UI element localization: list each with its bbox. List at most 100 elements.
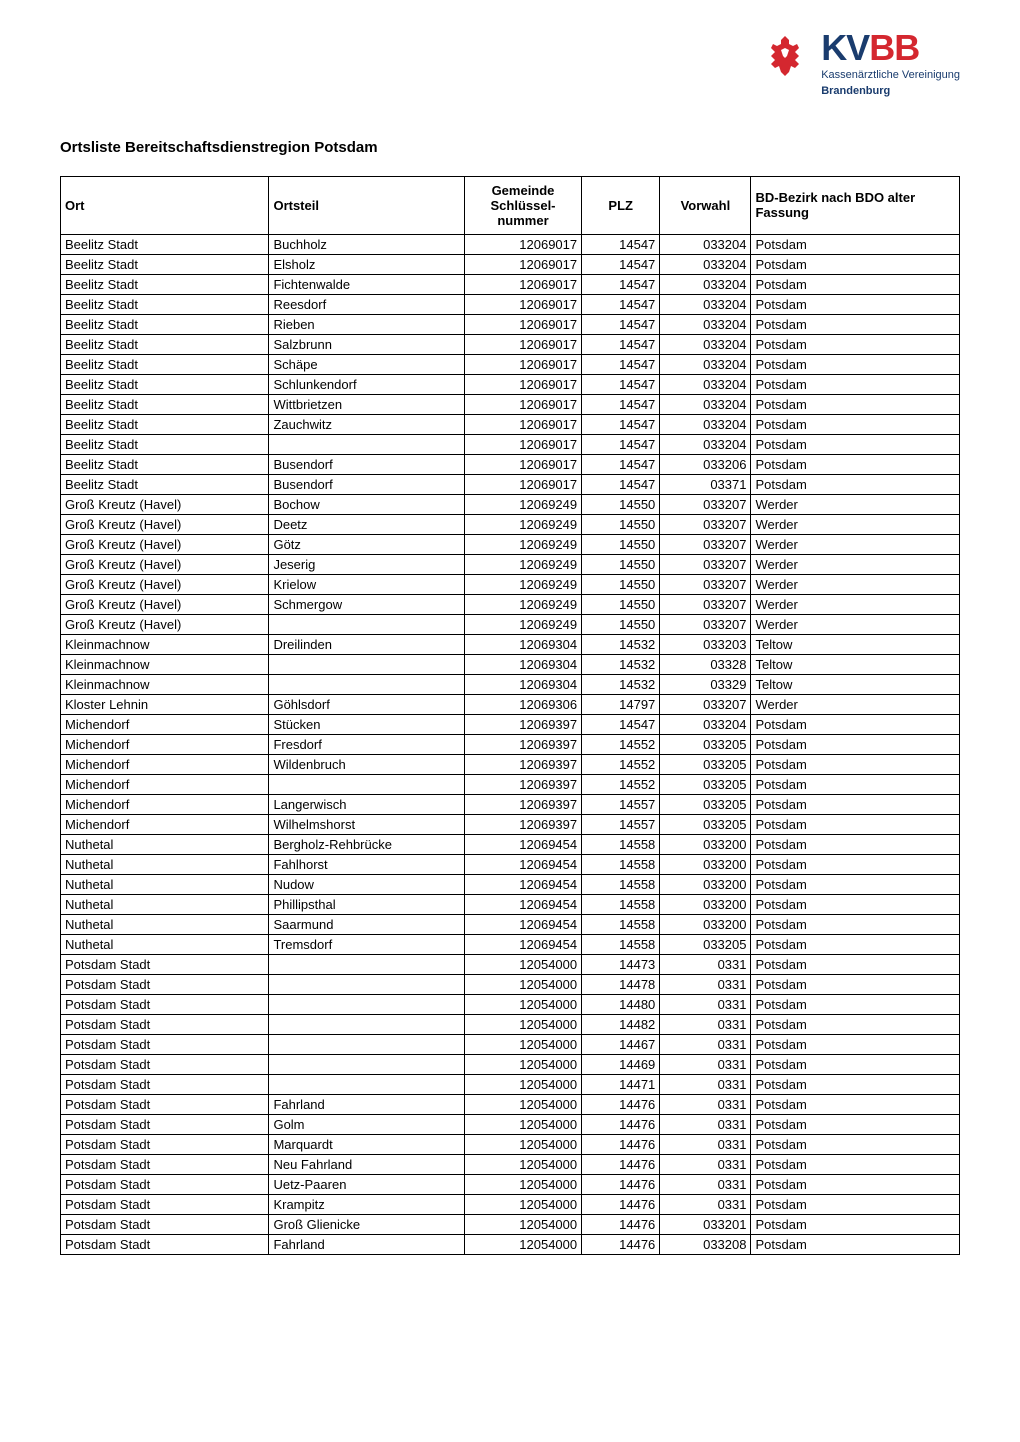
cell-bd: Werder <box>751 694 960 714</box>
table-row: Groß Kreutz (Havel)Götz12069249145500332… <box>61 534 960 554</box>
cell-gemeinde: 12069017 <box>464 354 581 374</box>
cell-gemeinde: 12054000 <box>464 1094 581 1114</box>
cell-ort: Potsdam Stadt <box>61 974 269 994</box>
cell-gemeinde: 12054000 <box>464 1014 581 1034</box>
cell-vorwahl: 03329 <box>660 674 751 694</box>
cell-ort: Beelitz Stadt <box>61 374 269 394</box>
cell-ort: Potsdam Stadt <box>61 954 269 974</box>
cell-ortsteil: Tremsdorf <box>269 934 464 954</box>
cell-bd: Potsdam <box>751 854 960 874</box>
cell-bd: Potsdam <box>751 1034 960 1054</box>
cell-ortsteil: Nudow <box>269 874 464 894</box>
cell-vorwahl: 03328 <box>660 654 751 674</box>
cell-vorwahl: 03371 <box>660 474 751 494</box>
cell-bd: Potsdam <box>751 714 960 734</box>
cell-bd: Werder <box>751 494 960 514</box>
cell-ortsteil: Phillipsthal <box>269 894 464 914</box>
cell-ort: Potsdam Stadt <box>61 1134 269 1154</box>
cell-plz: 14552 <box>582 774 660 794</box>
cell-plz: 14557 <box>582 794 660 814</box>
cell-vorwahl: 033204 <box>660 334 751 354</box>
cell-gemeinde: 12069249 <box>464 534 581 554</box>
cell-plz: 14476 <box>582 1194 660 1214</box>
cell-ort: Groß Kreutz (Havel) <box>61 554 269 574</box>
table-header-cell: Ortsteil <box>269 176 464 234</box>
table-row: NuthetalFahlhorst1206945414558033200Pots… <box>61 854 960 874</box>
table-row: Beelitz StadtSchlunkendorf12069017145470… <box>61 374 960 394</box>
cell-vorwahl: 033201 <box>660 1214 751 1234</box>
cell-vorwahl: 033204 <box>660 394 751 414</box>
cell-plz: 14480 <box>582 994 660 1014</box>
table-row: Groß Kreutz (Havel)Jeserig12069249145500… <box>61 554 960 574</box>
cell-bd: Potsdam <box>751 334 960 354</box>
cell-gemeinde: 12069017 <box>464 334 581 354</box>
cell-ortsteil: Wildenbruch <box>269 754 464 774</box>
cell-ortsteil: Bergholz-Rehbrücke <box>269 834 464 854</box>
cell-vorwahl: 033205 <box>660 754 751 774</box>
cell-ort: Groß Kreutz (Havel) <box>61 574 269 594</box>
logo-text: KVBB Kassenärztliche Vereinigung Branden… <box>821 30 960 99</box>
cell-plz: 14558 <box>582 894 660 914</box>
cell-vorwahl: 033204 <box>660 714 751 734</box>
table-header-cell: BD-Bezirk nach BDO alter Fassung <box>751 176 960 234</box>
cell-gemeinde: 12069454 <box>464 834 581 854</box>
cell-vorwahl: 033203 <box>660 634 751 654</box>
cell-gemeinde: 12069454 <box>464 914 581 934</box>
cell-plz: 14550 <box>582 514 660 534</box>
cell-vorwahl: 033204 <box>660 274 751 294</box>
cell-gemeinde: 12069397 <box>464 794 581 814</box>
table-row: MichendorfWildenbruch1206939714552033205… <box>61 754 960 774</box>
cell-bd: Werder <box>751 594 960 614</box>
cell-plz: 14547 <box>582 474 660 494</box>
table-head: OrtOrtsteilGemeinde Schlüssel-nummerPLZV… <box>61 176 960 234</box>
cell-vorwahl: 033207 <box>660 534 751 554</box>
cell-plz: 14558 <box>582 914 660 934</box>
cell-ort: Beelitz Stadt <box>61 354 269 374</box>
cell-bd: Werder <box>751 614 960 634</box>
cell-ort: Beelitz Stadt <box>61 474 269 494</box>
cell-bd: Potsdam <box>751 814 960 834</box>
cell-gemeinde: 12054000 <box>464 1174 581 1194</box>
cell-plz: 14558 <box>582 854 660 874</box>
logo-kvbb: KVBB <box>821 30 960 66</box>
cell-plz: 14552 <box>582 734 660 754</box>
table-row: Groß Kreutz (Havel)Bochow120692491455003… <box>61 494 960 514</box>
cell-ort: Potsdam Stadt <box>61 994 269 1014</box>
cell-ortsteil <box>269 1034 464 1054</box>
table-row: Potsdam Stadt12054000144690331Potsdam <box>61 1054 960 1074</box>
cell-plz: 14478 <box>582 974 660 994</box>
cell-ortsteil: Göhlsdorf <box>269 694 464 714</box>
cell-gemeinde: 12054000 <box>464 1134 581 1154</box>
cell-vorwahl: 033204 <box>660 314 751 334</box>
cell-gemeinde: 12069306 <box>464 694 581 714</box>
cell-plz: 14476 <box>582 1114 660 1134</box>
cell-bd: Potsdam <box>751 754 960 774</box>
logo-sub2: Brandenburg <box>821 84 960 98</box>
cell-vorwahl: 0331 <box>660 1194 751 1214</box>
cell-ortsteil <box>269 974 464 994</box>
table-row: Beelitz StadtSalzbrunn120690171454703320… <box>61 334 960 354</box>
cell-bd: Potsdam <box>751 314 960 334</box>
table-row: Kloster LehninGöhlsdorf12069306147970332… <box>61 694 960 714</box>
cell-bd: Potsdam <box>751 254 960 274</box>
cell-vorwahl: 033200 <box>660 874 751 894</box>
cell-ort: Beelitz Stadt <box>61 414 269 434</box>
cell-ort: Beelitz Stadt <box>61 274 269 294</box>
cell-ort: Potsdam Stadt <box>61 1214 269 1234</box>
table-row: Beelitz StadtBusendorf120690171454703320… <box>61 454 960 474</box>
cell-bd: Potsdam <box>751 734 960 754</box>
cell-bd: Potsdam <box>751 434 960 454</box>
cell-bd: Potsdam <box>751 1234 960 1254</box>
cell-ort: Beelitz Stadt <box>61 434 269 454</box>
cell-gemeinde: 12069017 <box>464 314 581 334</box>
table-row: Beelitz StadtBusendorf120690171454703371… <box>61 474 960 494</box>
cell-bd: Potsdam <box>751 934 960 954</box>
cell-ort: Beelitz Stadt <box>61 394 269 414</box>
cell-gemeinde: 12054000 <box>464 1214 581 1234</box>
cell-vorwahl: 033207 <box>660 554 751 574</box>
table-row: Beelitz StadtZauchwitz120690171454703320… <box>61 414 960 434</box>
cell-gemeinde: 12054000 <box>464 1154 581 1174</box>
cell-plz: 14476 <box>582 1134 660 1154</box>
table-row: Beelitz StadtWittbrietzen120690171454703… <box>61 394 960 414</box>
cell-ortsteil: Fahlhorst <box>269 854 464 874</box>
